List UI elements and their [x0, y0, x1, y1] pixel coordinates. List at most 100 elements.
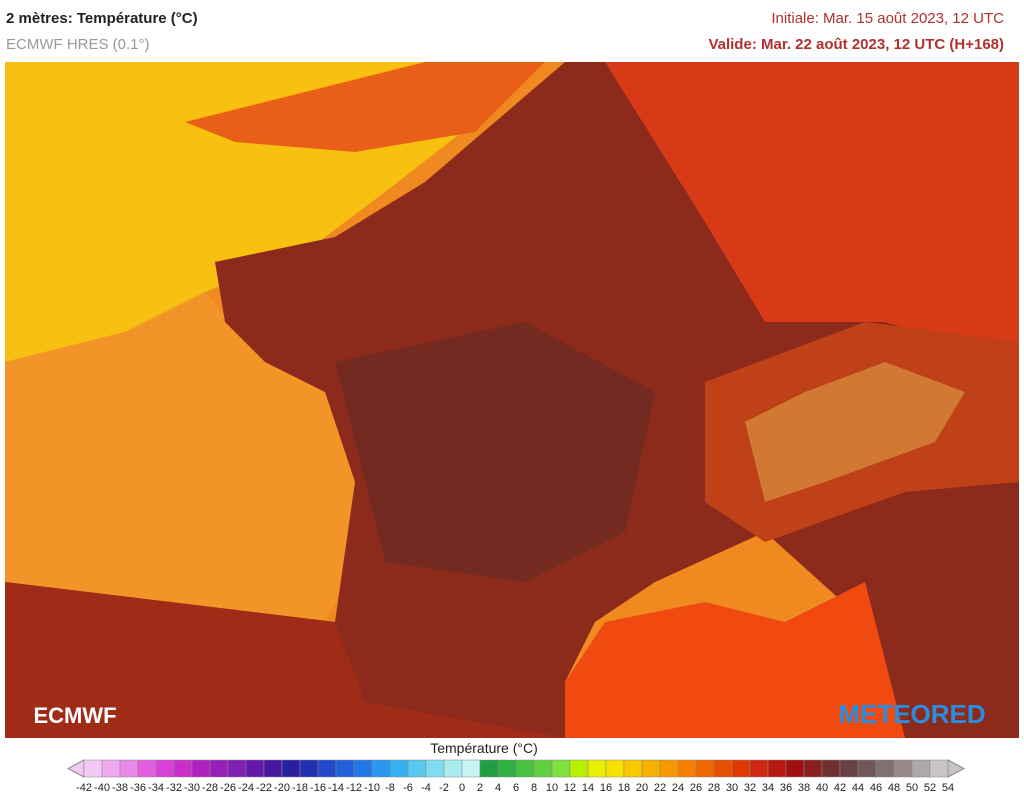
legend-and-logos: ECMWF METEORED Température (°C) -42 -40 -3…: [33, 702, 985, 794]
legend-swatch: [911, 759, 931, 778]
legend-tick-label: -14: [328, 782, 344, 794]
legend-swatch: [767, 759, 787, 778]
legend-swatch: [929, 759, 949, 778]
legend-low-arrow: [66, 759, 85, 778]
legend-swatch: [389, 759, 409, 778]
legend-tick-label: -8: [385, 782, 395, 794]
legend-swatch: [137, 759, 157, 778]
legend-tick-label: -40: [94, 782, 110, 794]
legend-tick-label: 42: [834, 782, 846, 794]
legend-tick-label: -20: [274, 782, 290, 794]
legend-tick-label: 12: [564, 782, 576, 794]
legend-tick-label: -12: [346, 782, 362, 794]
legend-tick-label: -24: [238, 782, 254, 794]
legend-swatch: [749, 759, 769, 778]
legend-swatch: [713, 759, 733, 778]
legend-tick-label: 28: [708, 782, 720, 794]
alps-peaks: [745, 362, 965, 502]
legend-swatch: [731, 759, 751, 778]
legend-tick-label: 54: [942, 782, 954, 794]
map: [5, 62, 1019, 738]
legend-swatch: [857, 759, 877, 778]
legend-tick-label: -16: [310, 782, 326, 794]
legend-tick-label: 8: [531, 782, 537, 794]
legend-swatch: [209, 759, 229, 778]
legend-tick-label: -42: [76, 782, 92, 794]
legend-tick-label: 46: [870, 782, 882, 794]
legend-tick-label: 32: [744, 782, 756, 794]
legend-tick-label: 4: [495, 782, 501, 794]
legend-swatch: [839, 759, 859, 778]
legend-tick-label: 38: [798, 782, 810, 794]
legend-tick-label: 20: [636, 782, 648, 794]
legend-tick-label: -18: [292, 782, 308, 794]
legend-swatch: [551, 759, 571, 778]
legend-swatch: [227, 759, 247, 778]
legend-tick-label: 2: [477, 782, 483, 794]
legend-swatch: [263, 759, 283, 778]
legend-swatch: [335, 759, 355, 778]
legend-tick-label: 22: [654, 782, 666, 794]
legend-tick-label: 30: [726, 782, 738, 794]
legend-swatch: [803, 759, 823, 778]
logo-ecmwf: ECMWF: [33, 703, 116, 728]
legend-swatch: [173, 759, 193, 778]
legend-tick-label: 52: [924, 782, 936, 794]
legend-swatch: [425, 759, 445, 778]
germany: [605, 62, 1019, 362]
legend-tick-label: 40: [816, 782, 828, 794]
legend-swatch: [299, 759, 319, 778]
england: [185, 62, 545, 152]
legend-swatch: [407, 759, 427, 778]
legend-swatch: [893, 759, 913, 778]
legend-swatch: [497, 759, 517, 778]
legend-tick-label: 50: [906, 782, 918, 794]
model: ECMWF HRES (0.1°): [6, 36, 150, 53]
legend-swatch: [677, 759, 697, 778]
title: 2 mètres: Température (°C): [6, 10, 198, 27]
mediterranean: [565, 582, 905, 738]
legend-tick-label: -6: [403, 782, 413, 794]
legend-tick-label: 0: [459, 782, 465, 794]
legend-swatch: [101, 759, 121, 778]
legend-tick-label: -34: [148, 782, 164, 794]
initial-time: Initiale: Mar. 15 août 2023, 12 UTC: [771, 10, 1004, 27]
legend-swatch: [623, 759, 643, 778]
legend-swatch: [785, 759, 805, 778]
legend-tick-label: 26: [690, 782, 702, 794]
legend-swatch: [155, 759, 175, 778]
legend-tick-label: 24: [672, 782, 684, 794]
legend-tick-label: -28: [202, 782, 218, 794]
legend-tick-label: 36: [780, 782, 792, 794]
legend-swatch: [587, 759, 607, 778]
legend-tick-label: -4: [421, 782, 431, 794]
legend-tick-label: -22: [256, 782, 272, 794]
legend-swatch: [569, 759, 589, 778]
legend-swatch: [695, 759, 715, 778]
legend-swatch: [659, 759, 679, 778]
legend-swatch: [605, 759, 625, 778]
legend-swatch: [641, 759, 661, 778]
legend-tick-label: 16: [600, 782, 612, 794]
legend-tick-label: -38: [112, 782, 128, 794]
legend-tick-label: 18: [618, 782, 630, 794]
legend-swatch: [317, 759, 337, 778]
legend-title: Température (°C): [430, 740, 538, 756]
legend-tick-label: 44: [852, 782, 864, 794]
legend-tick-label: -30: [184, 782, 200, 794]
legend-tick-label: -26: [220, 782, 236, 794]
logo-meteored: METEORED: [838, 702, 985, 729]
legend-swatch: [515, 759, 535, 778]
legend-swatch: [479, 759, 499, 778]
legend-swatch: [119, 759, 139, 778]
legend-swatch: [83, 759, 103, 778]
legend-tick-label: 48: [888, 782, 900, 794]
atlantic: [5, 292, 355, 622]
legend-tick-label: 6: [513, 782, 519, 794]
legend-swatch: [353, 759, 373, 778]
central-france: [335, 322, 655, 582]
legend-tick-label: -2: [439, 782, 449, 794]
legend-swatch: [533, 759, 553, 778]
legend-swatch: [245, 759, 265, 778]
